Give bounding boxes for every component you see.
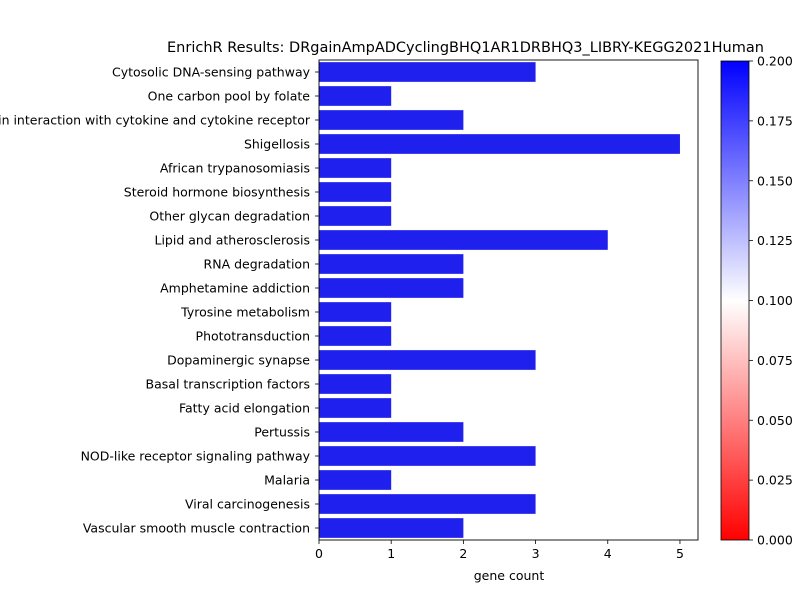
x-tick-label: 0 <box>315 546 323 561</box>
bar <box>319 62 536 82</box>
bar <box>319 518 463 538</box>
x-tick-label: 1 <box>387 546 395 561</box>
bar <box>319 374 391 394</box>
y-tick-label: One carbon pool by folate <box>148 89 311 104</box>
colorbar-tick-label: 0.100 <box>757 293 793 308</box>
x-axis-label: gene count <box>474 568 545 583</box>
bar <box>319 134 680 154</box>
colorbar-tick-label: 0.075 <box>757 353 793 368</box>
y-tick-label: Other glycan degradation <box>149 209 310 224</box>
y-tick-label: Dopaminergic synapse <box>167 353 310 368</box>
bar <box>319 158 391 178</box>
bar <box>319 398 391 418</box>
colorbar-tick-label: 0.175 <box>757 113 793 128</box>
colorbar-tick-label: 0.125 <box>757 233 793 248</box>
y-tick-label: RNA degradation <box>204 257 310 272</box>
colorbar-gradient <box>721 61 749 540</box>
bar <box>319 446 536 466</box>
bar <box>319 230 608 250</box>
bar <box>319 254 463 274</box>
y-tick-label: Pertussis <box>254 425 310 440</box>
y-tick-label: Fatty acid elongation <box>179 401 310 416</box>
plot-frame <box>319 60 698 540</box>
bar <box>319 302 391 322</box>
y-tick-label: Viral carcinogenesis <box>185 497 310 512</box>
bar <box>319 350 536 370</box>
y-tick-label: NOD-like receptor signaling pathway <box>81 449 311 464</box>
y-tick-label: African trypanosomiasis <box>160 161 310 176</box>
bar <box>319 278 463 298</box>
bar <box>319 86 391 106</box>
bar <box>319 206 391 226</box>
colorbar-tick-label: 0.000 <box>757 533 793 548</box>
bar <box>319 470 391 490</box>
colorbar-tick-label: 0.050 <box>757 413 793 428</box>
bar <box>319 494 536 514</box>
y-tick-label: Lipid and atherosclerosis <box>155 233 311 248</box>
y-tick-label: Viral protein interaction with cytokine … <box>0 113 311 128</box>
bar <box>319 110 463 130</box>
bar <box>319 182 391 202</box>
y-tick-label: Malaria <box>264 473 310 488</box>
bar <box>319 326 391 346</box>
colorbar: 0.000 0.025 0.050 0.075 0.100 0.125 0.150 0.175… <box>721 54 793 548</box>
y-tick-label: Shigellosis <box>244 137 310 152</box>
x-tick-label: 3 <box>532 546 540 561</box>
y-tick-label: Cytosolic DNA-sensing pathway <box>112 65 311 80</box>
y-tick-label: Basal transcription factors <box>146 377 310 392</box>
colorbar-tick-label: 0.025 <box>757 473 793 488</box>
y-tick-label: Phototransduction <box>196 329 310 344</box>
x-tick-label: 5 <box>676 546 684 561</box>
colorbar-tick-label: 0.200 <box>757 54 793 69</box>
x-tick-label: 2 <box>459 546 467 561</box>
x-tick-label: 4 <box>604 546 612 561</box>
y-tick-label: Steroid hormone biosynthesis <box>124 185 310 200</box>
bar <box>319 422 463 442</box>
plot-area: Cytosolic DNA-sensing pathway One carbon … <box>0 60 698 561</box>
colorbar-tick-label: 0.150 <box>757 173 793 188</box>
chart-title: EnrichR Results: DRgainAmpADCyclingBHQ1A… <box>167 40 764 56</box>
y-tick-label: Vascular smooth muscle contraction <box>83 521 310 536</box>
y-tick-label: Tyrosine metabolism <box>180 305 310 320</box>
y-tick-label: Amphetamine addiction <box>160 281 310 296</box>
